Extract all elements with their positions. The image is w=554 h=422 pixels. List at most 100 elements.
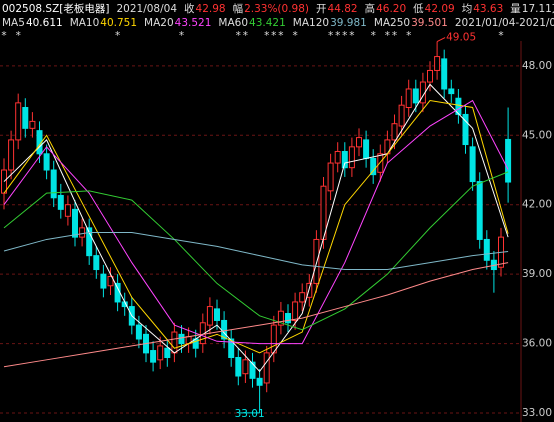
quote-value: 42.09 <box>424 3 455 15</box>
candle-body <box>8 139 15 171</box>
ma-line <box>3 262 509 368</box>
ma-line <box>3 232 509 271</box>
event-star: * <box>328 30 333 42</box>
candle-body <box>292 301 299 321</box>
quote-value: 42.98 <box>195 3 226 15</box>
y-tick-label: 42.00 <box>522 199 552 211</box>
candle-body <box>285 313 291 324</box>
candle-body <box>235 357 242 377</box>
candle-body <box>270 324 277 354</box>
candle-body <box>15 102 22 141</box>
candle-body <box>178 333 185 345</box>
candle-body <box>483 238 490 261</box>
ma-name: MA120 <box>292 17 330 29</box>
event-star: * <box>371 30 376 42</box>
ma-value: 43.521 <box>174 17 212 29</box>
candle-body <box>313 238 320 284</box>
candle-body <box>256 377 263 386</box>
ma-value: 43.421 <box>249 17 286 29</box>
candle-body <box>327 162 334 192</box>
candle-body <box>462 113 469 146</box>
candle-body <box>171 331 178 354</box>
quote-value: 2.33%(0.98) <box>244 3 310 15</box>
event-star: * <box>243 30 248 42</box>
ma-name: MA5 <box>2 17 25 29</box>
ma-name: MA20 <box>144 17 174 29</box>
y-tick-label: 45.00 <box>522 129 552 141</box>
candle-body <box>43 153 50 171</box>
candle-body <box>249 361 256 379</box>
candle-body <box>405 88 412 109</box>
ma-name: MA10 <box>69 17 100 29</box>
event-star: * <box>392 30 397 42</box>
y-tick-label: 48.00 <box>522 60 552 72</box>
ma-line <box>3 99 509 345</box>
candle-body <box>277 310 284 326</box>
ma-value: 40.611 <box>25 17 63 29</box>
ma-name: MA250 <box>373 17 411 29</box>
candle-body <box>427 69 433 83</box>
candle-body <box>348 146 355 169</box>
candle-body <box>57 194 64 210</box>
ma-legend: MA540.611 MA1040.751 MA2043.521 MA6043.421 M… <box>2 15 554 30</box>
event-star: * <box>179 30 184 42</box>
candle-body <box>64 204 71 217</box>
event-star: * <box>349 30 354 42</box>
event-star: * <box>1 30 6 42</box>
candle-body <box>299 292 306 303</box>
ma-value: 40.751 <box>100 17 138 29</box>
quote-value: 43.63 <box>473 3 504 15</box>
quote-label: 高 <box>364 3 376 15</box>
candle-body <box>370 157 377 176</box>
quote-label: 收 <box>184 3 195 15</box>
candle-body <box>50 169 57 199</box>
candle-body <box>412 88 419 104</box>
candle-body <box>79 227 86 238</box>
candle-body <box>242 359 249 375</box>
date-range: 2021/01/04-2021/08/04(143日) <box>454 17 554 29</box>
candle-body <box>29 120 36 129</box>
candle-body <box>398 104 405 127</box>
event-star: * <box>342 30 347 42</box>
candle-body <box>100 273 107 289</box>
candle-body <box>263 352 270 384</box>
quote-date: 2021/08/04 <box>116 3 178 15</box>
candle-body <box>164 347 171 359</box>
candle-body <box>114 282 121 303</box>
candle-body <box>214 308 220 321</box>
ma-line <box>3 171 509 331</box>
quote-value: 44.82 <box>327 3 358 15</box>
candle-body <box>391 123 398 141</box>
event-star: * <box>292 30 297 42</box>
quote-value: 46.20 <box>376 3 407 15</box>
event-star: * <box>406 30 411 42</box>
candle-body <box>434 56 441 71</box>
ma-value: 39.981 <box>330 17 367 29</box>
candle-body <box>107 275 114 287</box>
y-tick-label: 33.00 <box>522 407 552 419</box>
quote-label: 低 <box>413 3 424 15</box>
quote-label: 幅 <box>232 3 244 15</box>
ma-name: MA60 <box>218 17 249 29</box>
candle-body <box>157 345 164 361</box>
y-tick-label: 39.00 <box>522 268 552 280</box>
event-star: * <box>115 30 120 42</box>
event-star: * <box>236 30 241 42</box>
quote-label: 量 <box>510 3 521 15</box>
quote-row: 002508.SZ[老板电器] 2021/08/04 收42.98 幅2.33%(0.… <box>2 1 554 16</box>
ma-line <box>3 100 509 354</box>
candle-body <box>22 107 29 129</box>
candle-body <box>93 255 100 271</box>
candle-body <box>356 137 362 148</box>
candle-body <box>86 227 93 257</box>
candle-body <box>469 146 476 183</box>
event-star: * <box>271 30 276 42</box>
candle-body <box>505 138 512 183</box>
quote-label: 均 <box>461 3 473 15</box>
candle-body <box>334 150 341 164</box>
candle-body <box>228 338 235 358</box>
stock-code: 002508.SZ[老板电器] <box>2 3 110 15</box>
quote-value: 17.11万 <box>521 3 554 15</box>
